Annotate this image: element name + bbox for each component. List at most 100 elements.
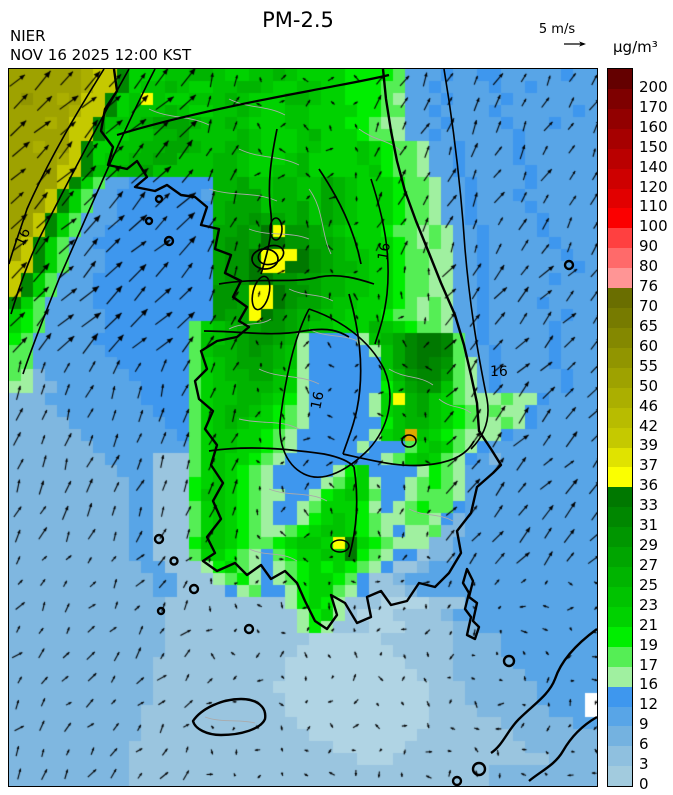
- legend-value: 150: [639, 137, 668, 156]
- contour-value-label: 16: [490, 364, 508, 380]
- forecast-datetime: NOV 16 2025 12:00 KST: [10, 46, 192, 64]
- legend-value: 12: [639, 695, 659, 714]
- islet: [243, 623, 255, 635]
- legend-value: 110: [639, 197, 668, 216]
- legend-swatch: [608, 347, 632, 368]
- legend-value: 90: [639, 237, 659, 256]
- legend-value: 29: [639, 536, 659, 554]
- islet: [153, 533, 165, 545]
- legend-swatch: [608, 567, 632, 587]
- legend-swatch: [608, 407, 632, 428]
- legend-swatch: [608, 427, 632, 448]
- legend-swatch: [608, 447, 632, 468]
- legend-value: 80: [639, 257, 659, 276]
- islet: [163, 235, 175, 247]
- legend-value: 60: [639, 336, 659, 355]
- wind-scale-label: 5 m/s: [538, 22, 576, 37]
- islet: [144, 216, 154, 226]
- legend-value: 50: [639, 376, 659, 395]
- legend-swatch: [608, 188, 632, 209]
- legend-value: 0: [639, 775, 649, 793]
- islet: [156, 606, 166, 616]
- legend-swatch: [608, 108, 632, 129]
- japan-coastline: [528, 715, 597, 782]
- legend-value: 6: [639, 735, 649, 754]
- legend-swatch: [608, 586, 632, 607]
- contour-value-label: 16: [12, 226, 34, 249]
- legend-colorbar: [607, 68, 633, 787]
- legend-value: 27: [639, 555, 659, 574]
- legend-swatch: [608, 766, 632, 787]
- islet: [154, 194, 164, 204]
- legend-value: 100: [639, 217, 668, 236]
- legend-swatch: [608, 606, 632, 627]
- legend-swatch: [608, 308, 632, 328]
- coastline: [99, 69, 597, 786]
- legend-swatch: [608, 746, 632, 767]
- legend-swatch: [608, 168, 632, 189]
- agency-label: NIER: [10, 27, 46, 45]
- legend-value: 9: [639, 715, 649, 734]
- legend-swatch: [608, 248, 632, 269]
- contour-value-label: 16: [375, 241, 394, 261]
- japan-coastline: [490, 628, 597, 754]
- legend-value: 76: [639, 277, 659, 296]
- legend-swatch: [608, 706, 632, 727]
- legend-value: 42: [639, 416, 659, 435]
- legend-value: 16: [639, 675, 659, 694]
- legend-value-labels: 200 170 160 150 140 12 0 110 100 90 80 76 70 65 60 55 50…: [637, 68, 673, 791]
- legend-swatch: [608, 666, 632, 687]
- page-title: PM-2.5: [262, 8, 334, 32]
- legend-swatch: [608, 268, 632, 289]
- legend-value: 37: [639, 456, 659, 475]
- islet: [471, 761, 487, 777]
- legend-value: 200: [639, 77, 668, 96]
- province-boundaries: [116, 73, 475, 558]
- legend-swatch: [608, 88, 632, 109]
- unit-label: µg/m³: [613, 38, 658, 56]
- legend-swatch: [608, 646, 632, 667]
- legend-value: 70: [639, 297, 659, 315]
- wind-scale-arrow-icon: [564, 41, 586, 47]
- legend-value: 36: [639, 476, 659, 495]
- legend-value: 39: [639, 436, 659, 455]
- islet: [188, 583, 200, 595]
- contour-labels: 16 16 16 16: [12, 226, 508, 411]
- legend-value: 31: [639, 516, 659, 535]
- ulleungdo-island: [563, 259, 575, 271]
- legend-value: 140: [639, 157, 668, 176]
- legend-value: 33: [639, 496, 659, 515]
- legend-swatch: [608, 288, 632, 309]
- legend-value: 170: [639, 97, 668, 116]
- legend-swatch: [608, 686, 632, 707]
- legend-swatch: [608, 148, 632, 169]
- county-boundaries: [148, 98, 472, 724]
- legend-swatch: [608, 208, 632, 229]
- tsushima-island: [461, 567, 481, 641]
- legend-swatch: [608, 487, 632, 508]
- legend-value: 17: [639, 655, 659, 674]
- legend-swatch: [608, 327, 632, 348]
- jeju-island: [191, 697, 267, 737]
- legend-value: 46: [639, 396, 659, 415]
- legend-swatch: [608, 527, 632, 548]
- legend-value: 65: [639, 316, 659, 335]
- islet: [169, 556, 179, 566]
- korea-coastline: [99, 69, 503, 631]
- legend-value: 3: [639, 755, 649, 774]
- small-island: [502, 654, 516, 668]
- legend-swatch: [608, 387, 632, 408]
- forecast-map: 16 16 16 16: [8, 68, 598, 787]
- legend-value: 55: [639, 356, 659, 375]
- dmz-line: [116, 73, 390, 137]
- legend-swatch: [608, 626, 632, 647]
- pm25-contours: [9, 69, 489, 553]
- legend-value: 21: [639, 615, 659, 634]
- legend-swatch: [608, 228, 632, 249]
- legend-swatch: [608, 547, 632, 568]
- legend-value: 160: [639, 117, 668, 136]
- islet: [451, 775, 463, 786]
- legend-swatch: [608, 367, 632, 388]
- wind-vector-layer: [9, 69, 597, 786]
